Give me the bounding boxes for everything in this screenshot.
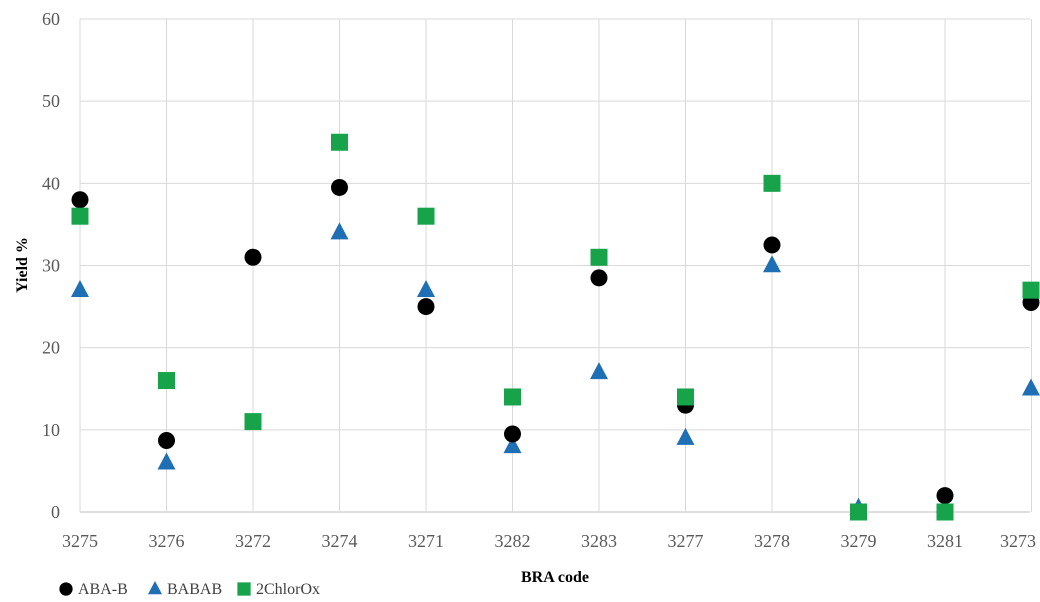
data-point [504, 425, 521, 443]
data-point [417, 279, 435, 297]
y-tick-label: 20 [42, 338, 60, 358]
y-tick-label: 30 [42, 256, 60, 276]
x-tick-label: 3274 [322, 531, 358, 551]
series-2chlorox [71, 133, 1040, 521]
x-tick-label: 3271 [408, 531, 444, 551]
data-point [330, 222, 349, 240]
y-axis-ticks: 0 10 20 30 40 50 60 [42, 9, 60, 522]
data-point [244, 413, 262, 431]
legend: ABA-B BABAB 2ChlorOx [59, 581, 320, 598]
data-point [936, 503, 954, 521]
y-tick-label: 50 [42, 91, 60, 111]
y-tick-label: 40 [42, 173, 60, 193]
x-tick-label: 3276 [149, 531, 185, 551]
data-point [331, 133, 348, 151]
data-point [1022, 281, 1040, 299]
legend-label: 2ChlorOx [256, 581, 320, 597]
data-point [590, 269, 608, 287]
data-point [158, 372, 175, 390]
data-point [417, 207, 435, 225]
data-point [71, 191, 89, 209]
data-point [244, 248, 262, 266]
x-tick-label: 3277 [668, 531, 704, 551]
legend-item: ABA-B [59, 581, 128, 598]
data-point [503, 436, 522, 454]
legend-label: BABAB [167, 581, 222, 597]
legend-item: 2ChlorOx [237, 581, 320, 598]
data-point [763, 236, 781, 254]
data-point [157, 452, 176, 470]
legend-marker [59, 582, 73, 596]
y-tick-label: 60 [42, 9, 60, 29]
legend-label: ABA-B [78, 581, 128, 597]
data-point [71, 207, 89, 225]
data-point [504, 388, 521, 406]
x-tick-label: 3283 [581, 531, 617, 551]
data-point [590, 248, 608, 266]
legend-marker [237, 582, 251, 596]
series-babab [71, 222, 1040, 515]
x-tick-label: 3278 [754, 531, 790, 551]
data-point [676, 427, 695, 445]
data-point [763, 174, 781, 192]
series-aba-b [71, 178, 1040, 505]
legend-item: BABAB [147, 581, 222, 598]
x-axis-title: BRA code [521, 569, 589, 586]
data-point [417, 298, 435, 316]
x-tick-label: 3272 [235, 531, 271, 551]
data-point [763, 255, 781, 273]
x-tick-label: 3281 [927, 531, 963, 551]
data-point [158, 432, 175, 450]
x-tick-label: 3273 [1000, 531, 1036, 551]
data-point [936, 487, 954, 505]
data-point [1022, 378, 1040, 396]
data-point [677, 388, 694, 406]
gridlines [79, 18, 1032, 513]
x-tick-label: 3275 [62, 531, 98, 551]
y-tick-label: 0 [51, 502, 60, 522]
legend-marker [147, 581, 163, 595]
data-point [850, 503, 867, 521]
x-tick-label: 3279 [841, 531, 877, 551]
y-axis-title: Yield % [14, 237, 31, 293]
data-point [331, 178, 348, 196]
data-point [590, 362, 608, 380]
x-tick-label: 3282 [495, 531, 531, 551]
data-series [71, 133, 1040, 521]
y-tick-label: 10 [42, 420, 60, 440]
x-axis-ticks: 3275 3276 3272 3274 3271 3282 3283 3277 3278 3279… [62, 531, 1036, 551]
data-point [71, 279, 89, 297]
